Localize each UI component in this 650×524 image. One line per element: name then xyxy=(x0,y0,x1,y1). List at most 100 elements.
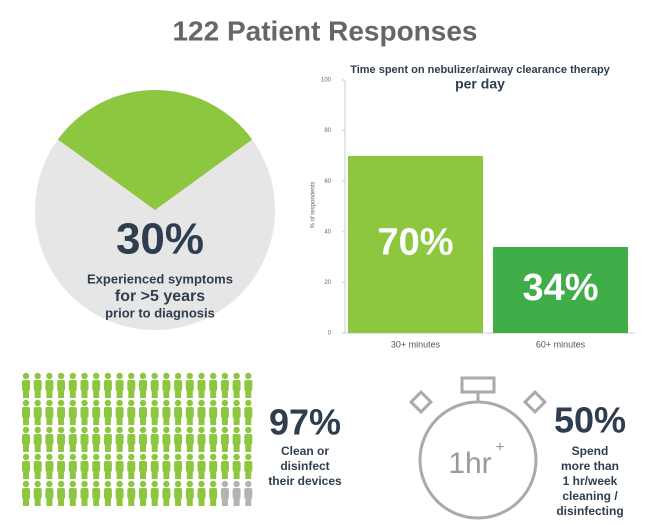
person-legs xyxy=(58,471,65,479)
person-head xyxy=(69,480,77,488)
person-head xyxy=(22,453,30,461)
bar xyxy=(493,246,628,333)
person-legs xyxy=(93,390,100,398)
person-legs xyxy=(140,471,146,479)
person-body xyxy=(57,434,66,445)
person-head xyxy=(233,372,240,380)
person-head xyxy=(151,372,158,380)
person-legs xyxy=(163,471,170,479)
caption: Experienced symptoms xyxy=(87,271,233,286)
person-body xyxy=(174,488,183,499)
person-body xyxy=(45,461,54,472)
person-legs xyxy=(128,444,135,452)
person-legs xyxy=(93,417,100,425)
caption: Clean or xyxy=(281,444,329,458)
person-body xyxy=(244,488,253,499)
person-body xyxy=(209,434,218,445)
person-body xyxy=(103,434,112,445)
caption: Spend xyxy=(572,444,609,458)
person-legs xyxy=(210,444,217,452)
person-head xyxy=(186,399,193,407)
person-legs xyxy=(221,444,228,452)
person-legs xyxy=(140,498,146,506)
person-legs xyxy=(104,471,111,479)
person-body xyxy=(162,407,171,418)
person-head xyxy=(104,372,112,380)
pictogram-marked xyxy=(22,372,253,506)
person-body xyxy=(127,434,136,445)
person-legs xyxy=(186,471,193,479)
person-legs xyxy=(128,471,135,479)
person-head xyxy=(116,399,123,407)
person-legs xyxy=(186,390,193,398)
person-body xyxy=(68,461,77,472)
person-legs xyxy=(198,471,205,479)
person-body xyxy=(127,461,136,472)
person-legs xyxy=(198,498,205,506)
person-head xyxy=(69,426,77,434)
person-body xyxy=(185,380,194,391)
person-head xyxy=(210,372,217,380)
person-legs xyxy=(23,390,29,398)
person-legs xyxy=(151,471,158,479)
person-body xyxy=(162,488,171,499)
person-body xyxy=(127,407,136,418)
person-legs xyxy=(34,471,41,479)
person-head xyxy=(57,426,65,434)
person-legs xyxy=(116,471,123,479)
person-head xyxy=(163,426,170,434)
person-head xyxy=(186,480,193,488)
chart-subtitle: per day xyxy=(455,76,505,92)
y-tick-label: 80 xyxy=(324,128,331,134)
person-legs xyxy=(34,444,41,452)
person-legs xyxy=(104,390,111,398)
person-body xyxy=(115,407,124,418)
person-legs xyxy=(233,498,240,506)
person-legs xyxy=(245,498,252,506)
y-tick-label: 20 xyxy=(324,280,331,286)
person-body xyxy=(103,461,112,472)
person-head xyxy=(151,426,158,434)
person-head xyxy=(163,372,170,380)
person-head xyxy=(128,453,135,461)
person-body xyxy=(139,461,147,472)
person-head xyxy=(104,480,112,488)
person-body xyxy=(80,461,89,472)
person-body xyxy=(185,488,194,499)
person-head xyxy=(151,453,158,461)
person-body xyxy=(185,434,194,445)
person-body xyxy=(22,407,30,418)
person-legs xyxy=(69,471,76,479)
person-body xyxy=(103,407,112,418)
person-head xyxy=(116,372,123,380)
person-legs xyxy=(23,498,29,506)
person-legs xyxy=(210,417,217,425)
person-legs xyxy=(104,417,111,425)
person-body xyxy=(220,380,229,391)
person-legs xyxy=(210,390,217,398)
person-legs xyxy=(163,417,170,425)
value-label: 97% xyxy=(269,402,341,443)
person-body xyxy=(45,488,54,499)
person-head xyxy=(233,480,240,488)
person-head xyxy=(81,426,88,434)
person-head xyxy=(139,480,147,488)
person-body xyxy=(92,407,101,418)
icon-text: + xyxy=(495,439,504,456)
person-head xyxy=(139,372,147,380)
person-head xyxy=(116,453,123,461)
person-body xyxy=(174,461,183,472)
person-legs xyxy=(175,498,182,506)
person-body xyxy=(185,461,194,472)
person-body xyxy=(45,434,54,445)
person-legs xyxy=(116,444,123,452)
caption: their devices xyxy=(268,474,342,488)
person-head xyxy=(46,399,53,407)
person-body xyxy=(220,488,229,499)
person-body xyxy=(22,434,30,445)
person-body xyxy=(127,488,136,499)
person-legs xyxy=(81,417,88,425)
person-legs xyxy=(46,390,53,398)
person-head xyxy=(245,480,252,488)
